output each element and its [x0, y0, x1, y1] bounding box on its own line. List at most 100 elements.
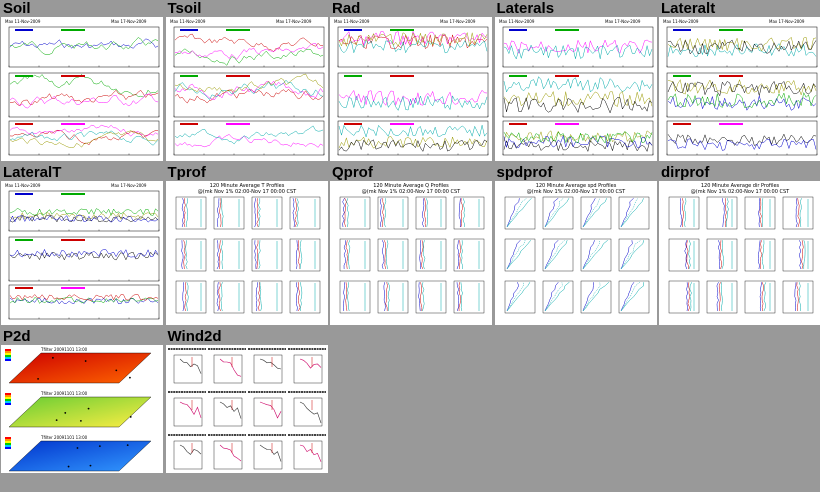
profile-line [544, 198, 564, 228]
plot-panel-frame [173, 120, 324, 156]
plot-title: Rad [332, 0, 361, 17]
plot-panel-frame [337, 26, 489, 68]
legend-swatch [554, 29, 579, 31]
legend-swatch [179, 123, 198, 125]
profile-heading: 120 Minute Average T Profiles [209, 183, 284, 189]
series-line [9, 297, 159, 304]
series-line [667, 36, 817, 52]
plot-cell-rad: Rad Max 11-Nov-2009 Max 17-Nov-2009 [330, 0, 492, 161]
profile-line [420, 240, 424, 270]
profile-line [544, 282, 569, 312]
plot-thumbnail-link[interactable]: Max 11-Nov-2009 Max 17-Nov-2009 [1, 181, 163, 325]
series-line [174, 79, 323, 100]
profile-line [620, 282, 634, 312]
profile-line [582, 282, 600, 312]
plot-thumbnail-link[interactable]: Tfilter 20091101 13:00 Tfilter 20091101 1… [1, 345, 163, 473]
plot-caption-left: Max 11-Nov-2009 [499, 19, 535, 24]
profile-line [182, 282, 184, 312]
colorbar-segment [5, 403, 11, 405]
profile-panel [415, 280, 447, 314]
plot-title: Tprof [167, 164, 206, 181]
legend-swatch [15, 287, 33, 289]
plot-caption-left: Max 11-Nov-2009 [334, 19, 370, 24]
legend-swatch [508, 29, 527, 31]
plot-thumbnail-link[interactable]: 120 Minute Average T Profiles @(mk Nov 1%… [165, 181, 328, 325]
legend-swatch [673, 123, 691, 125]
profile-panel [542, 238, 573, 272]
colorbar-segment [5, 359, 11, 361]
plot-thumbnail-link[interactable]: Max 11-Nov-2009 Max 17-Nov-2009 [330, 17, 492, 161]
plot-caption-right: Max 17-Nov-2009 [111, 183, 147, 188]
plot-thumbnail-link[interactable]: Max 11-Nov-2009 Max 17-Nov-2009 [494, 17, 657, 161]
plot-thumbnail-link[interactable]: 120 Minute Average Q Profiles @(mk Nov 1%… [330, 181, 492, 325]
station-marker [51, 356, 54, 359]
profile-line [582, 282, 609, 312]
station-marker [64, 412, 67, 414]
series-line [174, 80, 323, 100]
colorbar-segment [5, 399, 11, 401]
plot-thumbnail-link[interactable] [165, 345, 328, 473]
plot-thumbnail-image: Max 11-Nov-2009 Max 17-Nov-2009 [170, 19, 324, 156]
plot-thumbnail-link[interactable]: 120 Minute Average spd Profiles @(mk Nov … [494, 181, 657, 325]
plot-thumbnail-link[interactable]: Max 11-Nov-2009 Max 17-Nov-2009 [165, 17, 328, 161]
wind-panel [213, 440, 242, 470]
profile-line [506, 282, 519, 312]
contour-caption: Tfilter 20091101 13:00 [40, 347, 88, 352]
profile-line [184, 240, 188, 270]
wind-panel [253, 397, 282, 427]
plot-thumbnail-link[interactable]: 120 Minute Average dir Profiles @(mk Nov … [659, 181, 820, 325]
profile-subheading: @(mk Nov 1% 02:00-Nov 17 00:00 CST [526, 189, 625, 195]
plot-thumbnail-link[interactable]: Max 11-Nov-2009 Max 17-Nov-2009 [659, 17, 820, 161]
profile-line [582, 198, 596, 228]
plot-cell-tprof: Tprof 120 Minute Average T Profiles @(mk N… [165, 164, 328, 325]
profile-panel [213, 238, 244, 272]
profile-line [343, 240, 347, 270]
profile-panel [289, 196, 320, 230]
plot-title: Qprof [332, 164, 373, 181]
profile-line [379, 198, 382, 228]
profile-panel [453, 238, 485, 272]
colorbar-segment [5, 401, 11, 403]
profile-line [421, 198, 425, 228]
profile-line [544, 240, 567, 270]
plot-cell-soil: Soil Max 11-Nov-2009 Max 17-Nov-2009 [1, 0, 163, 161]
profile-subheading: @(mk Nov 1% 02:00-Nov 17 00:00 CST [197, 189, 296, 195]
legend-swatch [61, 29, 85, 31]
plot-title: Tsoil [167, 0, 202, 17]
station-marker [98, 445, 101, 448]
profile-line [420, 282, 423, 312]
profile-line [795, 198, 798, 228]
colorbar-segment [5, 351, 11, 353]
profile-line [456, 240, 460, 270]
contour-field [8, 440, 152, 472]
plot-title: P2d [3, 328, 31, 345]
profile-subheading: @(mk Nov 1% 02:00-Nov 17 00:00 CST [362, 189, 461, 195]
profile-line [299, 240, 302, 270]
profile-panel [251, 196, 282, 230]
profile-line [294, 198, 297, 228]
profile-panel [542, 280, 573, 314]
series-line [9, 37, 159, 55]
plot-panel-frame [8, 26, 160, 68]
profile-line [718, 240, 721, 270]
series-line [174, 48, 323, 66]
profile-line [220, 240, 223, 270]
plot-thumbnail-link[interactable]: Max 11-Nov-2009 Max 17-Nov-2009 [1, 17, 163, 161]
series-line [174, 134, 323, 148]
plot-thumbnail-image [167, 348, 326, 470]
profile-panel [504, 196, 535, 230]
legend-swatch [508, 123, 527, 125]
profile-line [582, 240, 608, 270]
profile-line [683, 198, 687, 228]
profile-line [506, 240, 531, 270]
profile-line [796, 282, 799, 312]
legend-swatch [344, 123, 362, 125]
profile-panel [504, 238, 535, 272]
plot-title: Wind2d [167, 328, 222, 345]
profile-line [460, 282, 463, 312]
contour-field [8, 352, 152, 384]
wind-trace [179, 401, 201, 418]
profile-line [506, 282, 524, 312]
profile-line [256, 198, 259, 228]
profile-line [459, 240, 462, 270]
